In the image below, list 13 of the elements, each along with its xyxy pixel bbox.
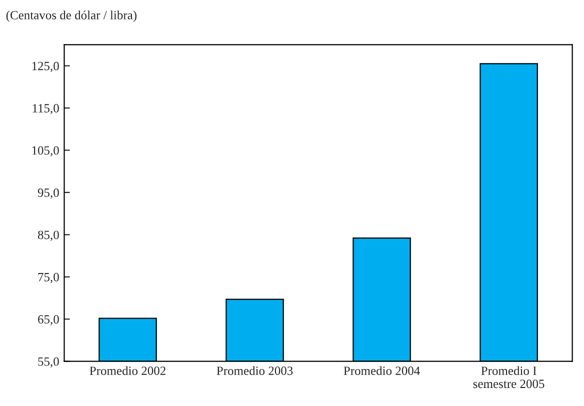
y-tick-label: 55,0 bbox=[38, 357, 59, 368]
x-tick-label: Promedio 2004 bbox=[344, 366, 420, 375]
y-tick-label: 65,0 bbox=[38, 315, 59, 326]
x-tick-label: Promedio 2003 bbox=[216, 366, 293, 375]
y-tick-label: 95,0 bbox=[38, 188, 59, 199]
y-tick-label: 75,0 bbox=[38, 272, 59, 284]
y-tick-label: 105,0 bbox=[32, 146, 59, 156]
x-tick-label: Promedio 2002 bbox=[90, 366, 166, 375]
y-tick-label: 125,0 bbox=[32, 62, 59, 72]
y-axis-title: (Centavos de dólar / libra) bbox=[6, 10, 136, 22]
y-tick-label: 85,0 bbox=[38, 230, 59, 241]
x-tick-label: Promedio I semestre 2005 bbox=[473, 366, 544, 388]
y-tick-label: 115,0 bbox=[32, 104, 59, 114]
